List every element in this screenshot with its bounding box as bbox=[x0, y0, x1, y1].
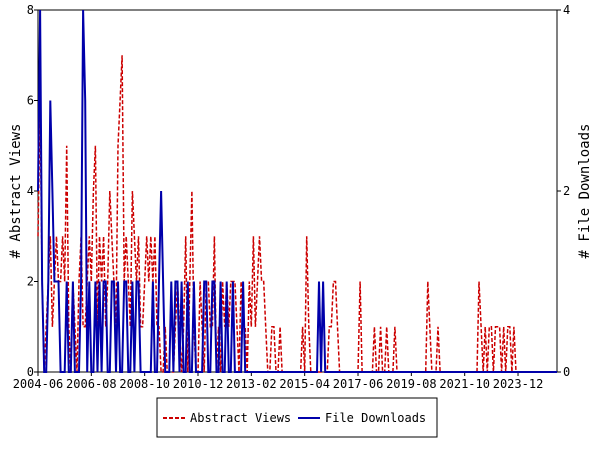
y-tick-label: 8 bbox=[27, 3, 34, 17]
x-tick-label: 2010-12 bbox=[173, 377, 224, 391]
y-tick-label: 4 bbox=[27, 184, 34, 198]
y2-tick-label: 0 bbox=[563, 365, 570, 379]
x-tick-label: 2013-02 bbox=[226, 377, 277, 391]
legend-label: File Downloads bbox=[325, 411, 426, 425]
series-line bbox=[37, 55, 557, 373]
y-tick-label: 2 bbox=[27, 275, 34, 289]
x-tick-label: 2023-12 bbox=[493, 377, 544, 391]
y2-tick-label: 4 bbox=[563, 3, 570, 17]
y-axis-label: # Abstract Views bbox=[8, 124, 24, 259]
y-tick-label: 0 bbox=[27, 365, 34, 379]
legend-label: Abstract Views bbox=[190, 411, 291, 425]
series-line bbox=[37, 9, 557, 373]
x-tick-label: 2008-10 bbox=[119, 377, 170, 391]
y-tick-label: 6 bbox=[27, 94, 34, 108]
y2-axis-label: # File Downloads bbox=[577, 124, 593, 259]
plot-frame bbox=[37, 9, 558, 373]
x-tick-label: 2015-04 bbox=[279, 377, 330, 391]
y2-tick-label: 2 bbox=[563, 184, 570, 198]
x-tick-label: 2006-08 bbox=[66, 377, 117, 391]
x-tick-label: 2019-08 bbox=[386, 377, 437, 391]
legend-box bbox=[156, 397, 438, 438]
x-tick-label: 2017-06 bbox=[333, 377, 384, 391]
x-tick-label: 2004-06 bbox=[13, 377, 64, 391]
x-tick-label: 2021-10 bbox=[439, 377, 490, 391]
